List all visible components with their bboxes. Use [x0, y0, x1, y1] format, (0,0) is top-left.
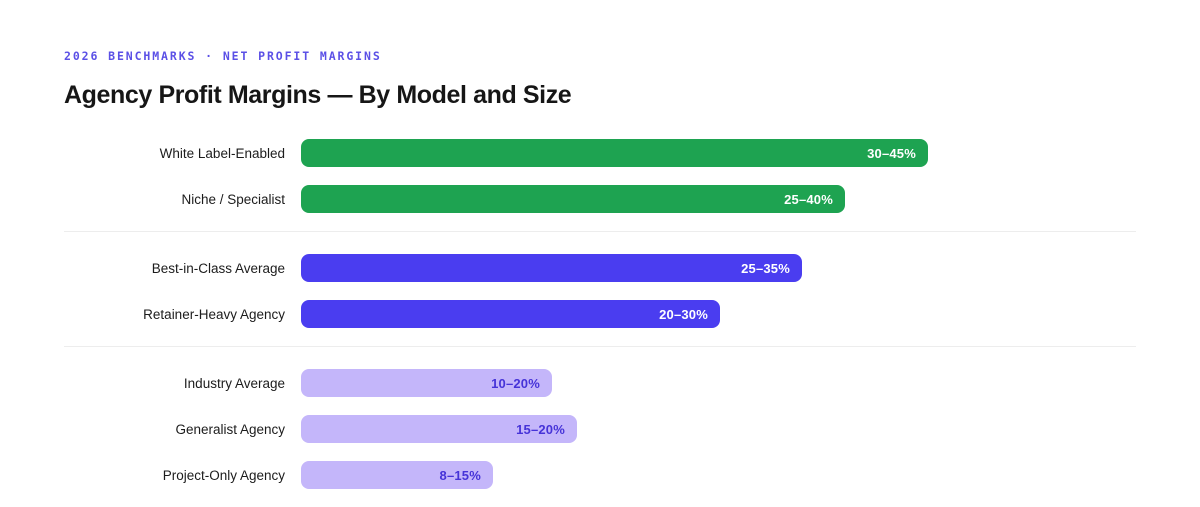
bar-value-label: 30–45%: [867, 145, 916, 161]
bar-row: Retainer-Heavy Agency 20–30%: [64, 300, 1136, 328]
bar-row: Project-Only Agency 8–15%: [64, 461, 1136, 489]
bar-row: Industry Average 10–20%: [64, 369, 1136, 397]
bar-row: Niche / Specialist 25–40%: [64, 185, 1136, 213]
kicker: 2026 BENCHMARKS · NET PROFIT MARGINS: [64, 49, 382, 63]
page-title: Agency Profit Margins — By Model and Siz…: [64, 81, 572, 109]
bar: 8–15%: [301, 461, 493, 489]
group-divider: [64, 346, 1136, 347]
bar-row-label: Niche / Specialist: [181, 191, 285, 207]
bar-value-label: 15–20%: [516, 421, 565, 437]
bar: 20–30%: [301, 300, 720, 328]
bar-row-label: White Label-Enabled: [159, 145, 285, 161]
bar-row-label: Retainer-Heavy Agency: [143, 306, 285, 322]
bar: 25–35%: [301, 254, 802, 282]
bar-row: White Label-Enabled 30–45%: [64, 139, 1136, 167]
group-divider: [64, 231, 1136, 232]
content-area: 2026 BENCHMARKS · NET PROFIT MARGINS Age…: [64, 0, 1136, 507]
bar-chart: White Label-Enabled 30–45% Niche / Speci…: [64, 139, 1136, 489]
bar-value-label: 20–30%: [659, 306, 708, 322]
bar-value-label: 25–40%: [784, 191, 833, 207]
bar: 30–45%: [301, 139, 928, 167]
bar-row: Generalist Agency 15–20%: [64, 415, 1136, 443]
bar-value-label: 25–35%: [741, 260, 790, 276]
bar: 25–40%: [301, 185, 845, 213]
bar-row-label: Project-Only Agency: [162, 467, 285, 483]
bar-value-label: 10–20%: [491, 375, 540, 391]
bar-value-label: 8–15%: [439, 467, 481, 483]
bar: 15–20%: [301, 415, 577, 443]
bar-row-label: Best-in-Class Average: [151, 260, 285, 276]
bar: 10–20%: [301, 369, 552, 397]
bar-row: Best-in-Class Average 25–35%: [64, 254, 1136, 282]
bar-row-label: Industry Average: [183, 375, 285, 391]
bar-row-label: Generalist Agency: [175, 421, 285, 437]
